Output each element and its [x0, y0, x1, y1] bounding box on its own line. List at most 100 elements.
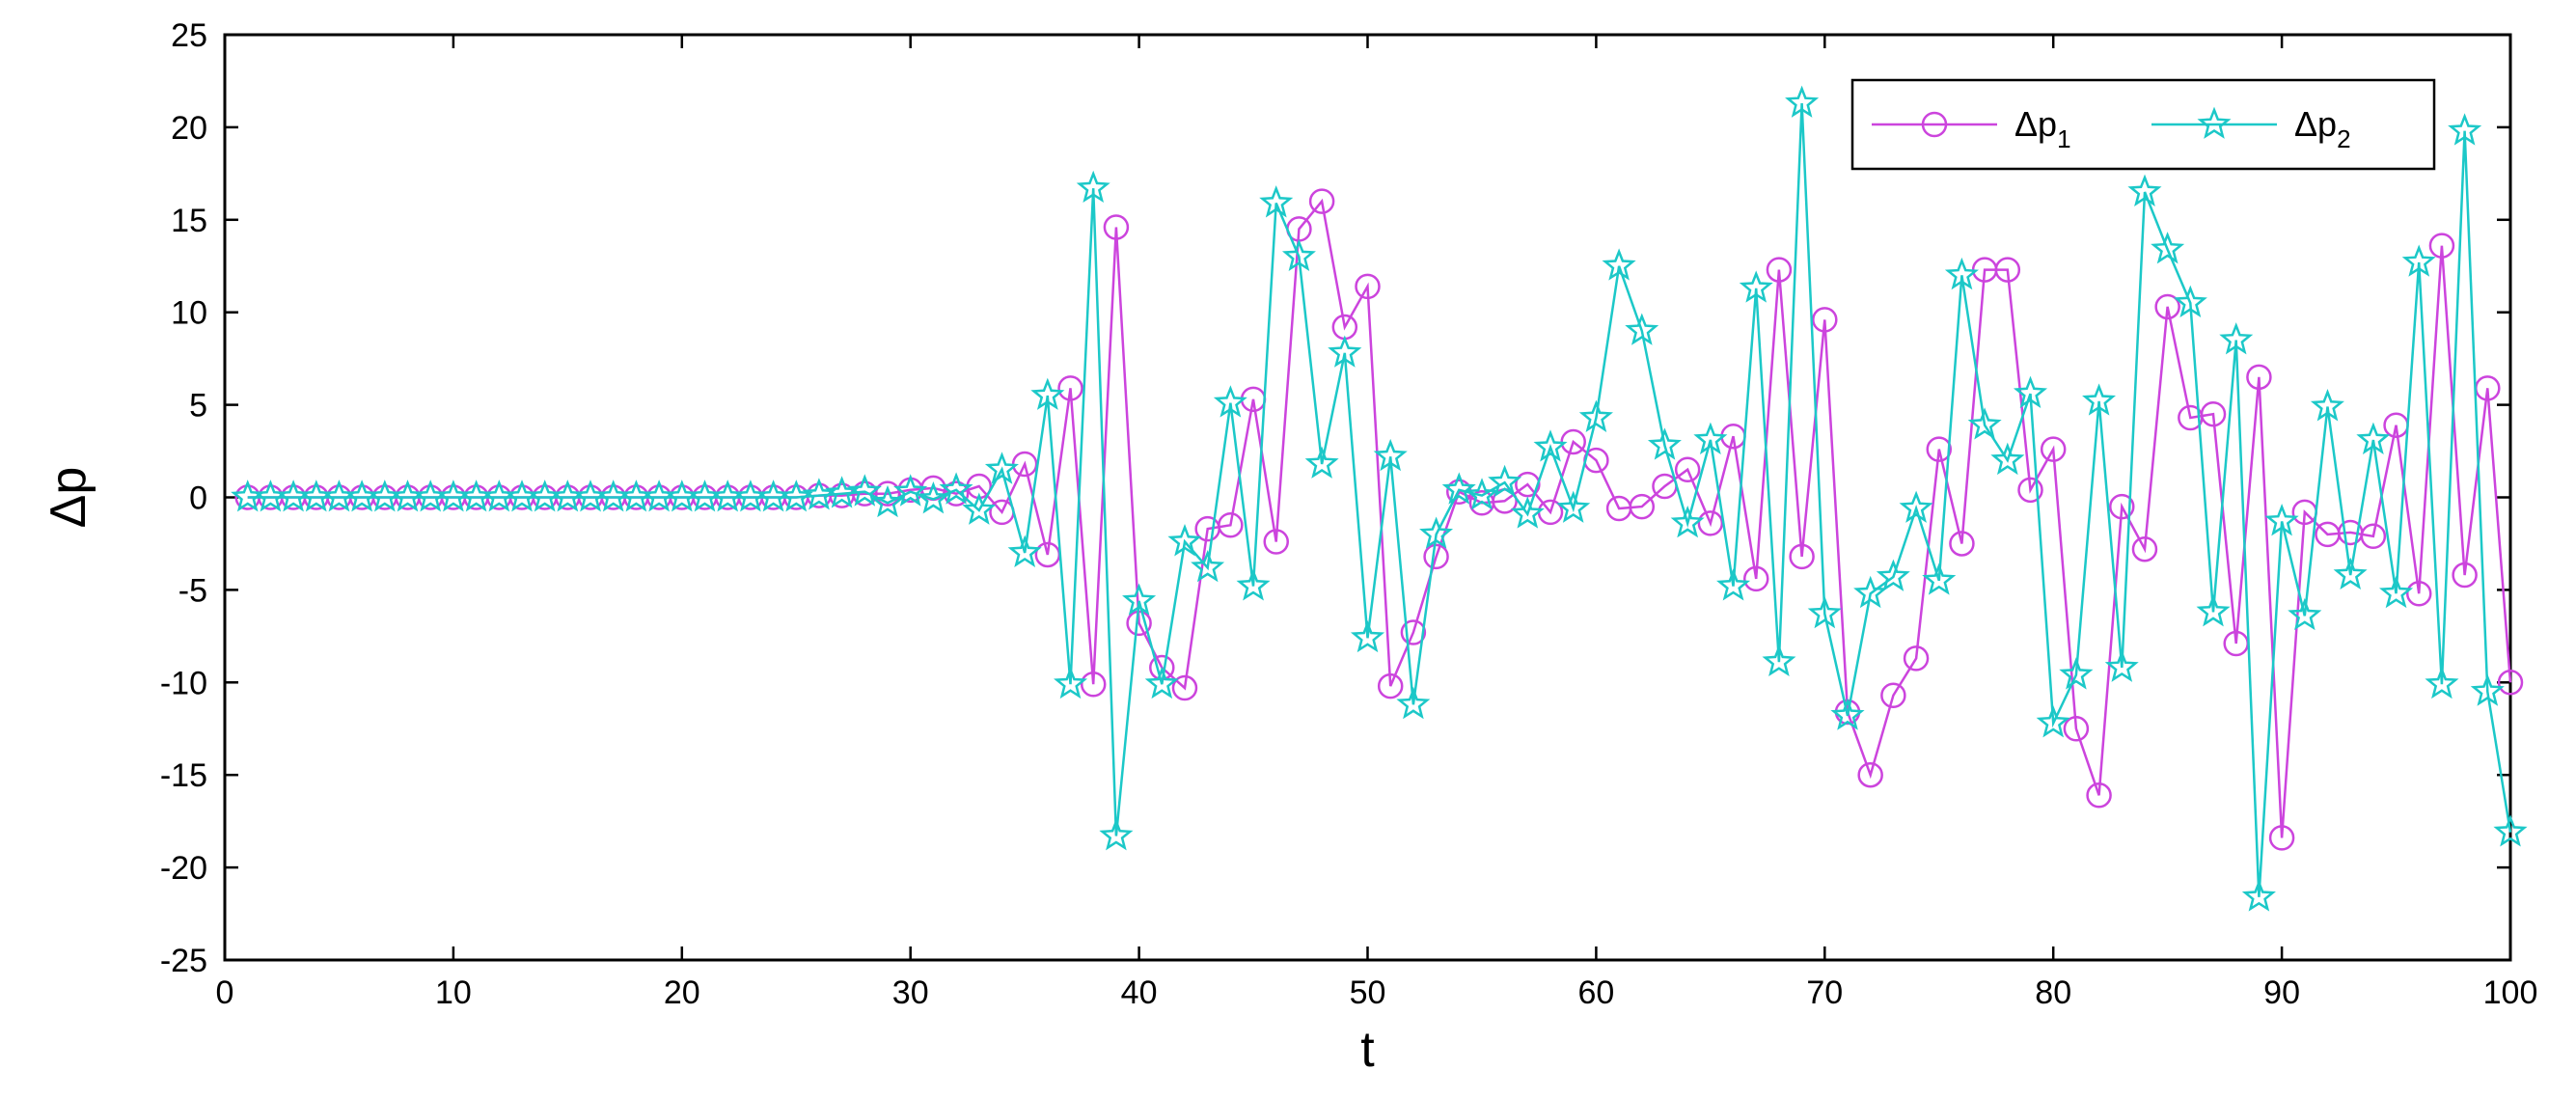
- series-2-point: [2104, 649, 2139, 682]
- series-1-point: [1171, 674, 1198, 701]
- y-tick-label: 5: [189, 388, 207, 425]
- series-2-line: [247, 102, 2512, 897]
- series-2-point: [1076, 170, 1110, 204]
- series-1-point: [2131, 535, 2158, 562]
- series-1-point: [1355, 273, 1381, 300]
- series-1-point: [2405, 580, 2432, 607]
- y-tick-label: -10: [160, 665, 207, 701]
- series-2-point: [2333, 557, 2368, 590]
- series-2-point: [1259, 185, 1294, 218]
- series-1-point: [1515, 471, 1541, 498]
- x-tick-label: 60: [1577, 974, 1614, 1011]
- series-2-point: [1030, 377, 1065, 410]
- x-tick-label: 0: [216, 974, 234, 1011]
- series-1-point: [2452, 562, 2478, 589]
- series-1-point: [1697, 510, 1724, 536]
- series-2-point: [1762, 644, 1796, 677]
- series-1-point: [2428, 233, 2455, 259]
- legend-label-subscript: 1: [2057, 124, 2070, 153]
- series-1-point: [1949, 531, 1975, 557]
- series-2-point: [1556, 490, 1591, 523]
- series-2-point: [2493, 814, 2528, 847]
- x-tick-label: 30: [892, 974, 929, 1011]
- series-2-point: [2379, 575, 2414, 609]
- series-2-point: [2310, 389, 2344, 422]
- series-2-point: [1944, 257, 1979, 290]
- series-1-point: [1857, 761, 1883, 788]
- series-2-point: [1396, 686, 1431, 720]
- x-tick-label: 70: [1806, 974, 1843, 1011]
- series-1-point: [1789, 543, 1815, 570]
- series-2-point: [984, 452, 1019, 484]
- x-tick-label: 90: [2263, 974, 2300, 1011]
- series-1-point: [1423, 543, 1449, 570]
- axis-ticks: 0 10 20 30 40 50 60 70 80 90 100 -25 -20 -15 -10 -5 0 5 10…: [160, 17, 2538, 1011]
- y-tick-label: -20: [160, 850, 207, 887]
- series-2-point: [2448, 113, 2482, 146]
- y-tick-label: -5: [178, 572, 207, 609]
- series-2-point: [1533, 429, 1568, 462]
- series-1-point: [1903, 645, 1930, 672]
- series-1-point: [1629, 493, 1656, 520]
- series-2-point: [1578, 399, 1613, 432]
- x-tick-label: 10: [435, 974, 472, 1011]
- x-tick-label: 50: [1350, 974, 1386, 1011]
- series-2-point: [1054, 666, 1088, 699]
- series-2-point: [1647, 427, 1682, 460]
- series-2-point: [1625, 313, 1659, 345]
- legend: Δp1 Δp2: [1850, 78, 2436, 171]
- series-2-point: [1122, 583, 1157, 616]
- series-2-point: [2127, 174, 2162, 207]
- series-2-point: [939, 472, 973, 505]
- series-1-point: [2497, 670, 2524, 696]
- series-2-point: [1465, 478, 1499, 510]
- series-1-point: [1742, 565, 1769, 592]
- series-1-point: [1263, 529, 1289, 555]
- series-2-point: [2356, 422, 2391, 455]
- legend-marker: [2197, 106, 2232, 139]
- series-1-point: [1812, 307, 1838, 333]
- series-2-point: [1373, 438, 1408, 472]
- series-1-point: [1994, 257, 2021, 283]
- x-tick-label: 100: [2483, 974, 2538, 1011]
- series-2-point: [2173, 285, 2207, 317]
- series-2-point: [1670, 506, 1705, 538]
- series-2-point: [2219, 322, 2254, 355]
- series-2: [231, 85, 2528, 912]
- x-tick-label: 40: [1121, 974, 1158, 1011]
- series-2-point: [1899, 490, 1933, 523]
- series-1-point: [1103, 214, 1130, 240]
- series-2-point: [2425, 666, 2459, 699]
- series-2-point: [1739, 270, 1773, 303]
- series-1-point: [1766, 257, 1793, 283]
- series-2-point: [893, 474, 928, 507]
- x-axis-label: t: [1360, 1022, 1375, 1078]
- legend-marker: [1921, 111, 1948, 138]
- series-layer: [231, 85, 2528, 912]
- series-2-point: [1853, 575, 1888, 609]
- series-1-point: [2109, 493, 2135, 520]
- series-1-point: [1377, 672, 1404, 699]
- series-1-point: [1674, 456, 1701, 482]
- y-tick-label: 20: [171, 110, 207, 147]
- series-2-point: [2196, 593, 2231, 627]
- y-axis-label: Δp: [41, 467, 96, 529]
- series-2-point: [962, 492, 997, 525]
- y-tick-label: 25: [171, 17, 207, 54]
- y-tick-label: 0: [189, 480, 207, 517]
- series-1-point: [1926, 436, 1952, 462]
- series-1-point: [1218, 512, 1244, 538]
- series-2-point: [1441, 472, 1476, 505]
- y-tick-label: -25: [160, 943, 207, 979]
- series-2-point: [847, 474, 882, 507]
- x-tick-label: 20: [664, 974, 700, 1011]
- series-1-point: [1308, 188, 1335, 214]
- series-2-point: [870, 484, 905, 518]
- y-tick-label: 10: [171, 295, 207, 332]
- series-2-point: [2241, 879, 2276, 912]
- series-2-point: [1510, 496, 1545, 529]
- series-2-point: [1419, 516, 1454, 549]
- series-2-point: [2264, 503, 2299, 536]
- y-tick-label: -15: [160, 757, 207, 794]
- series-2-point: [2470, 673, 2505, 706]
